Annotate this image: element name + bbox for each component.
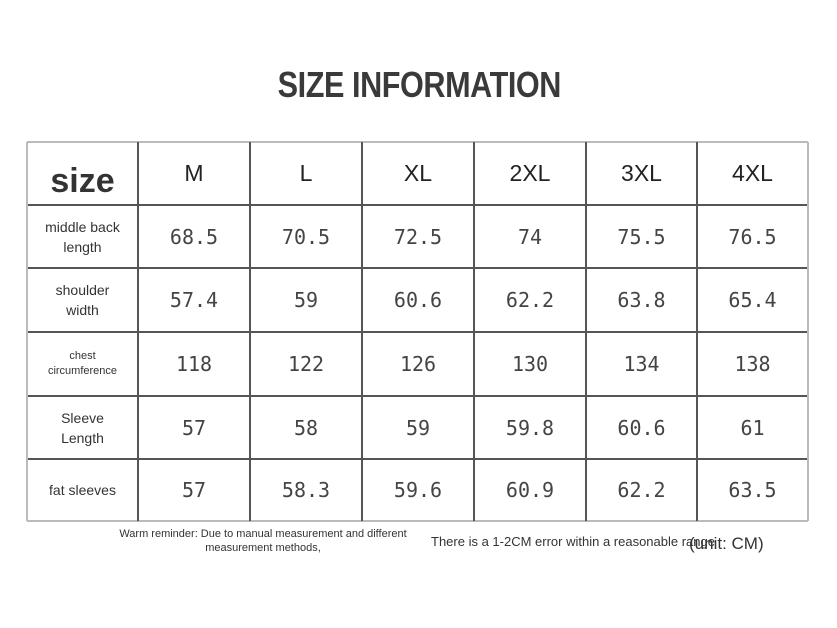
- column-border: [249, 142, 251, 521]
- column-border: [585, 142, 587, 521]
- table-cell: 74: [517, 224, 543, 249]
- column-header-label: size: [50, 162, 115, 200]
- column-header: 3XL: [621, 160, 662, 186]
- row-border: [27, 520, 808, 522]
- column-border: [26, 142, 28, 521]
- row-border: [27, 458, 808, 460]
- row-border: [27, 267, 808, 269]
- table-cell: 59: [405, 415, 431, 440]
- table-cell: 68.5: [169, 224, 219, 249]
- column-header: XL: [403, 160, 433, 186]
- title: SIZE INFORMATION: [277, 64, 562, 105]
- table-cell: 76.5: [728, 224, 777, 249]
- table-cell: 75.5: [617, 224, 666, 249]
- table-cell: 61: [740, 415, 765, 440]
- table-cell: 60.9: [505, 478, 555, 502]
- table-cell: 58.3: [281, 478, 331, 502]
- table-cell: 59: [293, 288, 319, 312]
- reminder-note: Warm reminder: Due to manual measurement…: [119, 528, 407, 554]
- error-note: There is a 1-2CM error within a reasonab…: [431, 534, 715, 549]
- table-cell: 58: [293, 415, 319, 440]
- table-cell: 72.5: [393, 224, 443, 249]
- table-cell: 118: [175, 352, 213, 376]
- table-cell: 59.6: [393, 478, 443, 502]
- table-cell: 60.6: [393, 288, 443, 312]
- table-cell: 63.5: [728, 478, 777, 502]
- row-label: middle back length: [45, 218, 120, 255]
- table-cell: 65.4: [728, 288, 777, 312]
- table-cell: 62.2: [505, 288, 555, 312]
- table-cell: 59.8: [505, 415, 555, 440]
- column-header: M: [184, 160, 204, 186]
- row-border: [27, 141, 808, 143]
- table-cell: 62.2: [617, 478, 666, 502]
- row-label: chest circumference: [47, 350, 118, 377]
- column-border: [473, 142, 475, 521]
- table-cell: 138: [734, 352, 771, 376]
- row-label: fat sleeves: [49, 482, 116, 498]
- column-header: L: [299, 160, 313, 186]
- column-border: [807, 142, 809, 521]
- table-cell: 134: [623, 352, 660, 376]
- table-cell: 126: [399, 352, 437, 376]
- size-table: size M L XL 2XL 3XL 4XL middle back length 68.5 7…: [26, 141, 809, 522]
- table-cell: 60.6: [617, 415, 666, 440]
- column-border: [361, 142, 363, 521]
- table-cell: 57: [181, 415, 207, 440]
- table-cell: 130: [511, 352, 549, 376]
- column-header: 2XL: [509, 160, 551, 186]
- table-cell: 57.4: [169, 288, 219, 312]
- column-border: [137, 142, 139, 521]
- table-cell: 122: [287, 352, 325, 376]
- row-label: shoulder width: [55, 282, 110, 318]
- unit-note: (unit: CM): [689, 534, 764, 553]
- row-label: Sleeve Length: [61, 409, 104, 446]
- row-border: [27, 395, 808, 397]
- table-cell: 57: [181, 478, 207, 502]
- row-border: [27, 331, 808, 333]
- row-border: [27, 204, 808, 206]
- table-cell: 63.8: [617, 288, 666, 312]
- table-cell: 70.5: [281, 224, 331, 249]
- column-header: 4XL: [732, 160, 773, 186]
- column-border: [696, 142, 698, 521]
